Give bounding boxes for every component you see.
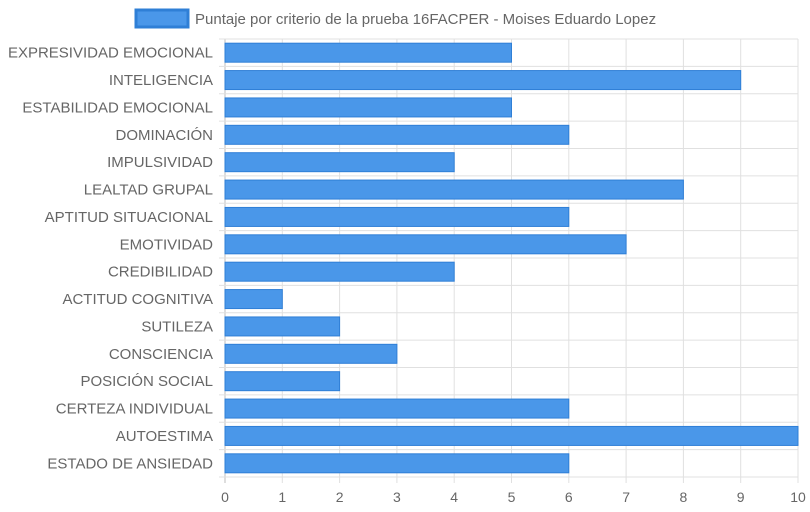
x-axis: 0 1 2 3 4 5 6 7 8 9 10 [221,489,806,505]
category-label: ACTITUD COGNITIVA [62,291,213,308]
bar[interactable] [224,206,570,227]
category-label: INTELIGENCIA [109,72,213,89]
bar[interactable] [224,371,341,392]
category-label: AUTOESTIMA [116,428,213,445]
bar[interactable] [224,152,455,173]
category-label: CREDIBILIDAD [108,264,213,281]
category-label: LEALTAD GRUPAL [84,182,213,199]
bar[interactable] [224,234,627,255]
legend-label: Puntaje por criterio de la prueba 16FACP… [195,11,656,28]
category-label: ESTABILIDAD EMOCIONAL [22,99,213,116]
bar[interactable] [224,316,341,337]
bar[interactable] [224,261,455,282]
x-tick-label: 8 [680,489,688,505]
x-tick-label: 9 [737,489,745,505]
bar[interactable] [224,179,684,200]
bar[interactable] [224,289,283,310]
bar[interactable] [224,97,512,118]
bar[interactable] [224,425,799,446]
category-label: APTITUD SITUACIONAL [45,209,213,226]
bar[interactable] [224,343,398,364]
x-tick-label: 7 [622,489,630,505]
category-label: CERTEZA INDIVIDUAL [56,401,213,418]
category-label: CONSCIENCIA [109,346,213,363]
x-tick-label: 2 [336,489,344,505]
bar[interactable] [224,453,570,474]
x-tick-label: 10 [790,489,806,505]
x-tick-label: 1 [278,489,286,505]
x-tick-label: 0 [221,489,229,505]
category-labels: EXPRESIVIDAD EMOCIONAL INTELIGENCIA ESTABI… [8,45,213,473]
x-tick-label: 4 [450,489,458,505]
bar[interactable] [224,398,570,419]
category-label: POSICIÓN SOCIAL [80,373,213,390]
bar[interactable] [224,70,742,91]
legend[interactable]: Puntaje por criterio de la prueba 16FACP… [134,8,656,29]
x-tick-label: 6 [565,489,573,505]
bars [224,42,799,474]
x-tick-label: 5 [508,489,516,505]
x-tick-label: 3 [393,489,401,505]
category-label: SUTILEZA [141,318,213,335]
category-label: DOMINACIÓN [116,127,214,144]
category-label: EXPRESIVIDAD EMOCIONAL [8,45,213,62]
category-label: EMOTIVIDAD [120,236,214,253]
bar[interactable] [224,124,570,145]
category-label: IMPULSIVIDAD [107,154,213,171]
legend-swatch [134,8,190,29]
bar[interactable] [224,42,512,63]
category-label: ESTADO DE ANSIEDAD [47,455,213,472]
